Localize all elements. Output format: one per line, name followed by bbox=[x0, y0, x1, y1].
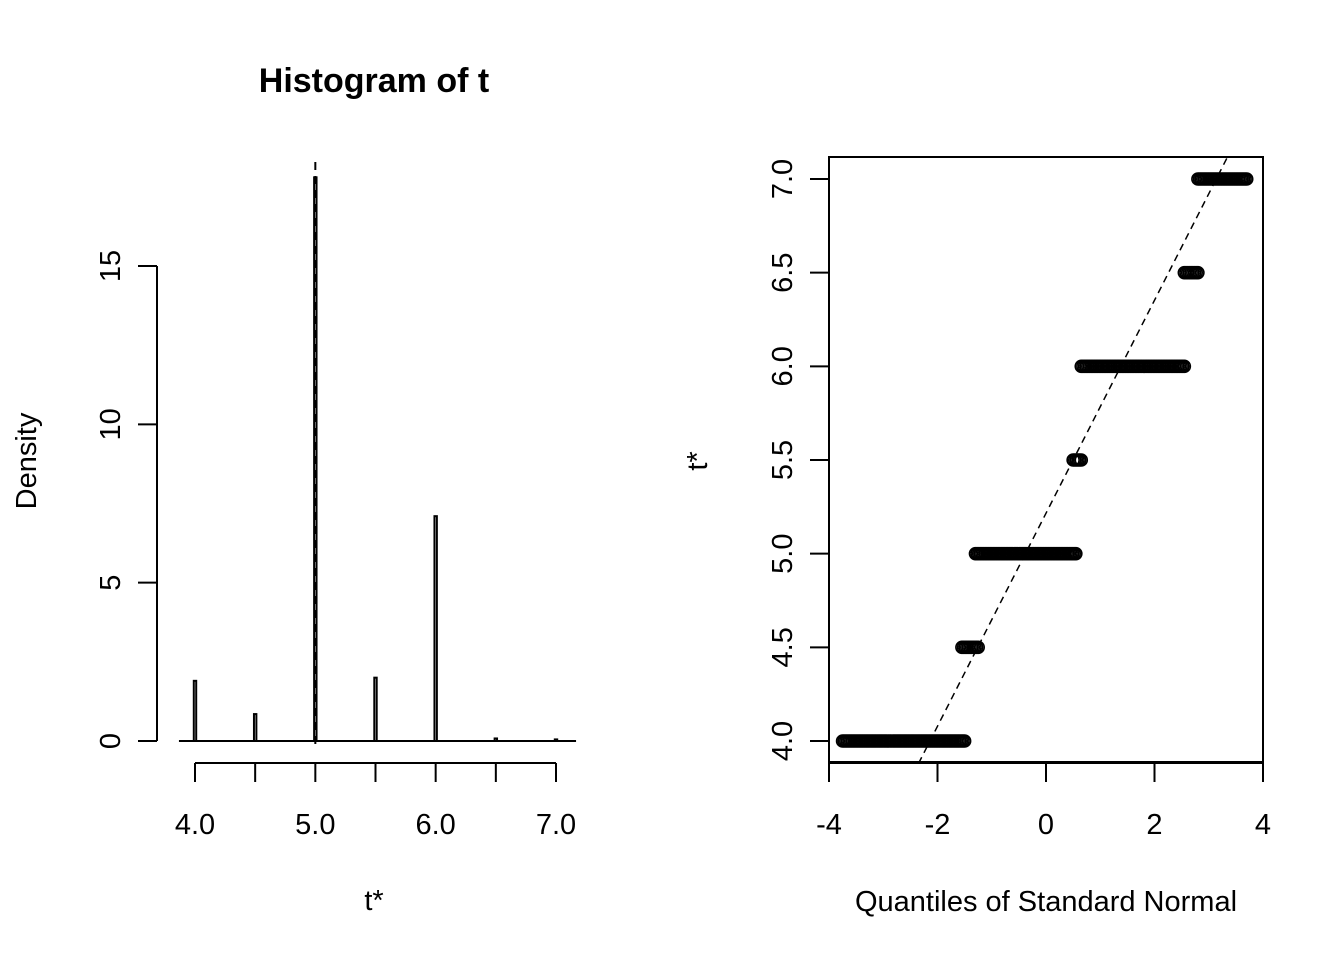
qq-y-tick-label: 5.5 bbox=[767, 440, 799, 480]
histogram-y-tick-label: 0 bbox=[95, 733, 127, 749]
histogram-bar bbox=[192, 679, 198, 742]
histogram-marks: 0 5 10 15 4.0 5.0 6.0 7.0 bbox=[95, 162, 576, 841]
histogram-bar bbox=[252, 713, 258, 742]
qq-y-tick-label: 4.5 bbox=[767, 627, 799, 667]
qq-point bbox=[957, 734, 972, 748]
qq-point bbox=[1069, 546, 1083, 561]
qq-point bbox=[971, 640, 985, 655]
histogram-bar bbox=[493, 737, 499, 743]
qq-y-tick-label: 6.5 bbox=[767, 253, 799, 293]
qq-point bbox=[1177, 359, 1192, 374]
histogram-y-axis-label: Density bbox=[11, 412, 43, 509]
qq-point bbox=[1239, 172, 1254, 186]
qq-x-tick-label: 4 bbox=[1255, 809, 1271, 841]
histogram-y-tick-label: 15 bbox=[95, 250, 127, 282]
qq-x-axis-label: Quantiles of Standard Normal bbox=[855, 886, 1237, 918]
qq-x-tick-label: 0 bbox=[1038, 809, 1054, 841]
histogram-y-tick-label: 5 bbox=[95, 575, 127, 591]
qq-x-tick-label: 2 bbox=[1146, 809, 1162, 841]
qq-y-tick-label: 5.0 bbox=[767, 534, 799, 574]
histogram-x-tick-label: 4.0 bbox=[175, 809, 215, 841]
qq-plot-frame bbox=[828, 156, 1264, 763]
qq-y-tick-label: 6.0 bbox=[767, 346, 799, 386]
histogram-panel: Histogram of t t* Density 0 5 10 15 4.0 5.0 6.… bbox=[11, 62, 576, 917]
qq-point bbox=[1074, 453, 1089, 467]
histogram-y-tick-label: 10 bbox=[95, 408, 127, 440]
qq-y-tick-label: 7.0 bbox=[767, 159, 799, 199]
histogram-title: Histogram of t bbox=[259, 62, 489, 100]
qq-y-tick-label: 4.0 bbox=[767, 721, 799, 761]
qq-point bbox=[1191, 265, 1205, 280]
histogram-bar bbox=[373, 676, 378, 743]
histogram-bar bbox=[433, 515, 438, 743]
histogram-x-tick-label: 5.0 bbox=[295, 809, 335, 841]
qq-y-axis-label: t* bbox=[682, 451, 714, 470]
histogram-x-axis-label: t* bbox=[364, 885, 383, 917]
histogram-x-tick-label: 7.0 bbox=[536, 809, 576, 841]
qq-plot-marks: -4 -2 0 2 4 4.0 4.5 5.0 5.5 6.0 6.5 7.0 bbox=[767, 156, 1271, 841]
qq-plot-panel: Quantiles of Standard Normal t* -4 -2 0 2 4 4… bbox=[682, 156, 1271, 918]
qq-x-tick-label: -2 bbox=[925, 809, 951, 841]
qq-x-tick-label: -4 bbox=[816, 809, 842, 841]
histogram-x-tick-label: 6.0 bbox=[416, 809, 456, 841]
histogram-bar bbox=[553, 738, 559, 743]
